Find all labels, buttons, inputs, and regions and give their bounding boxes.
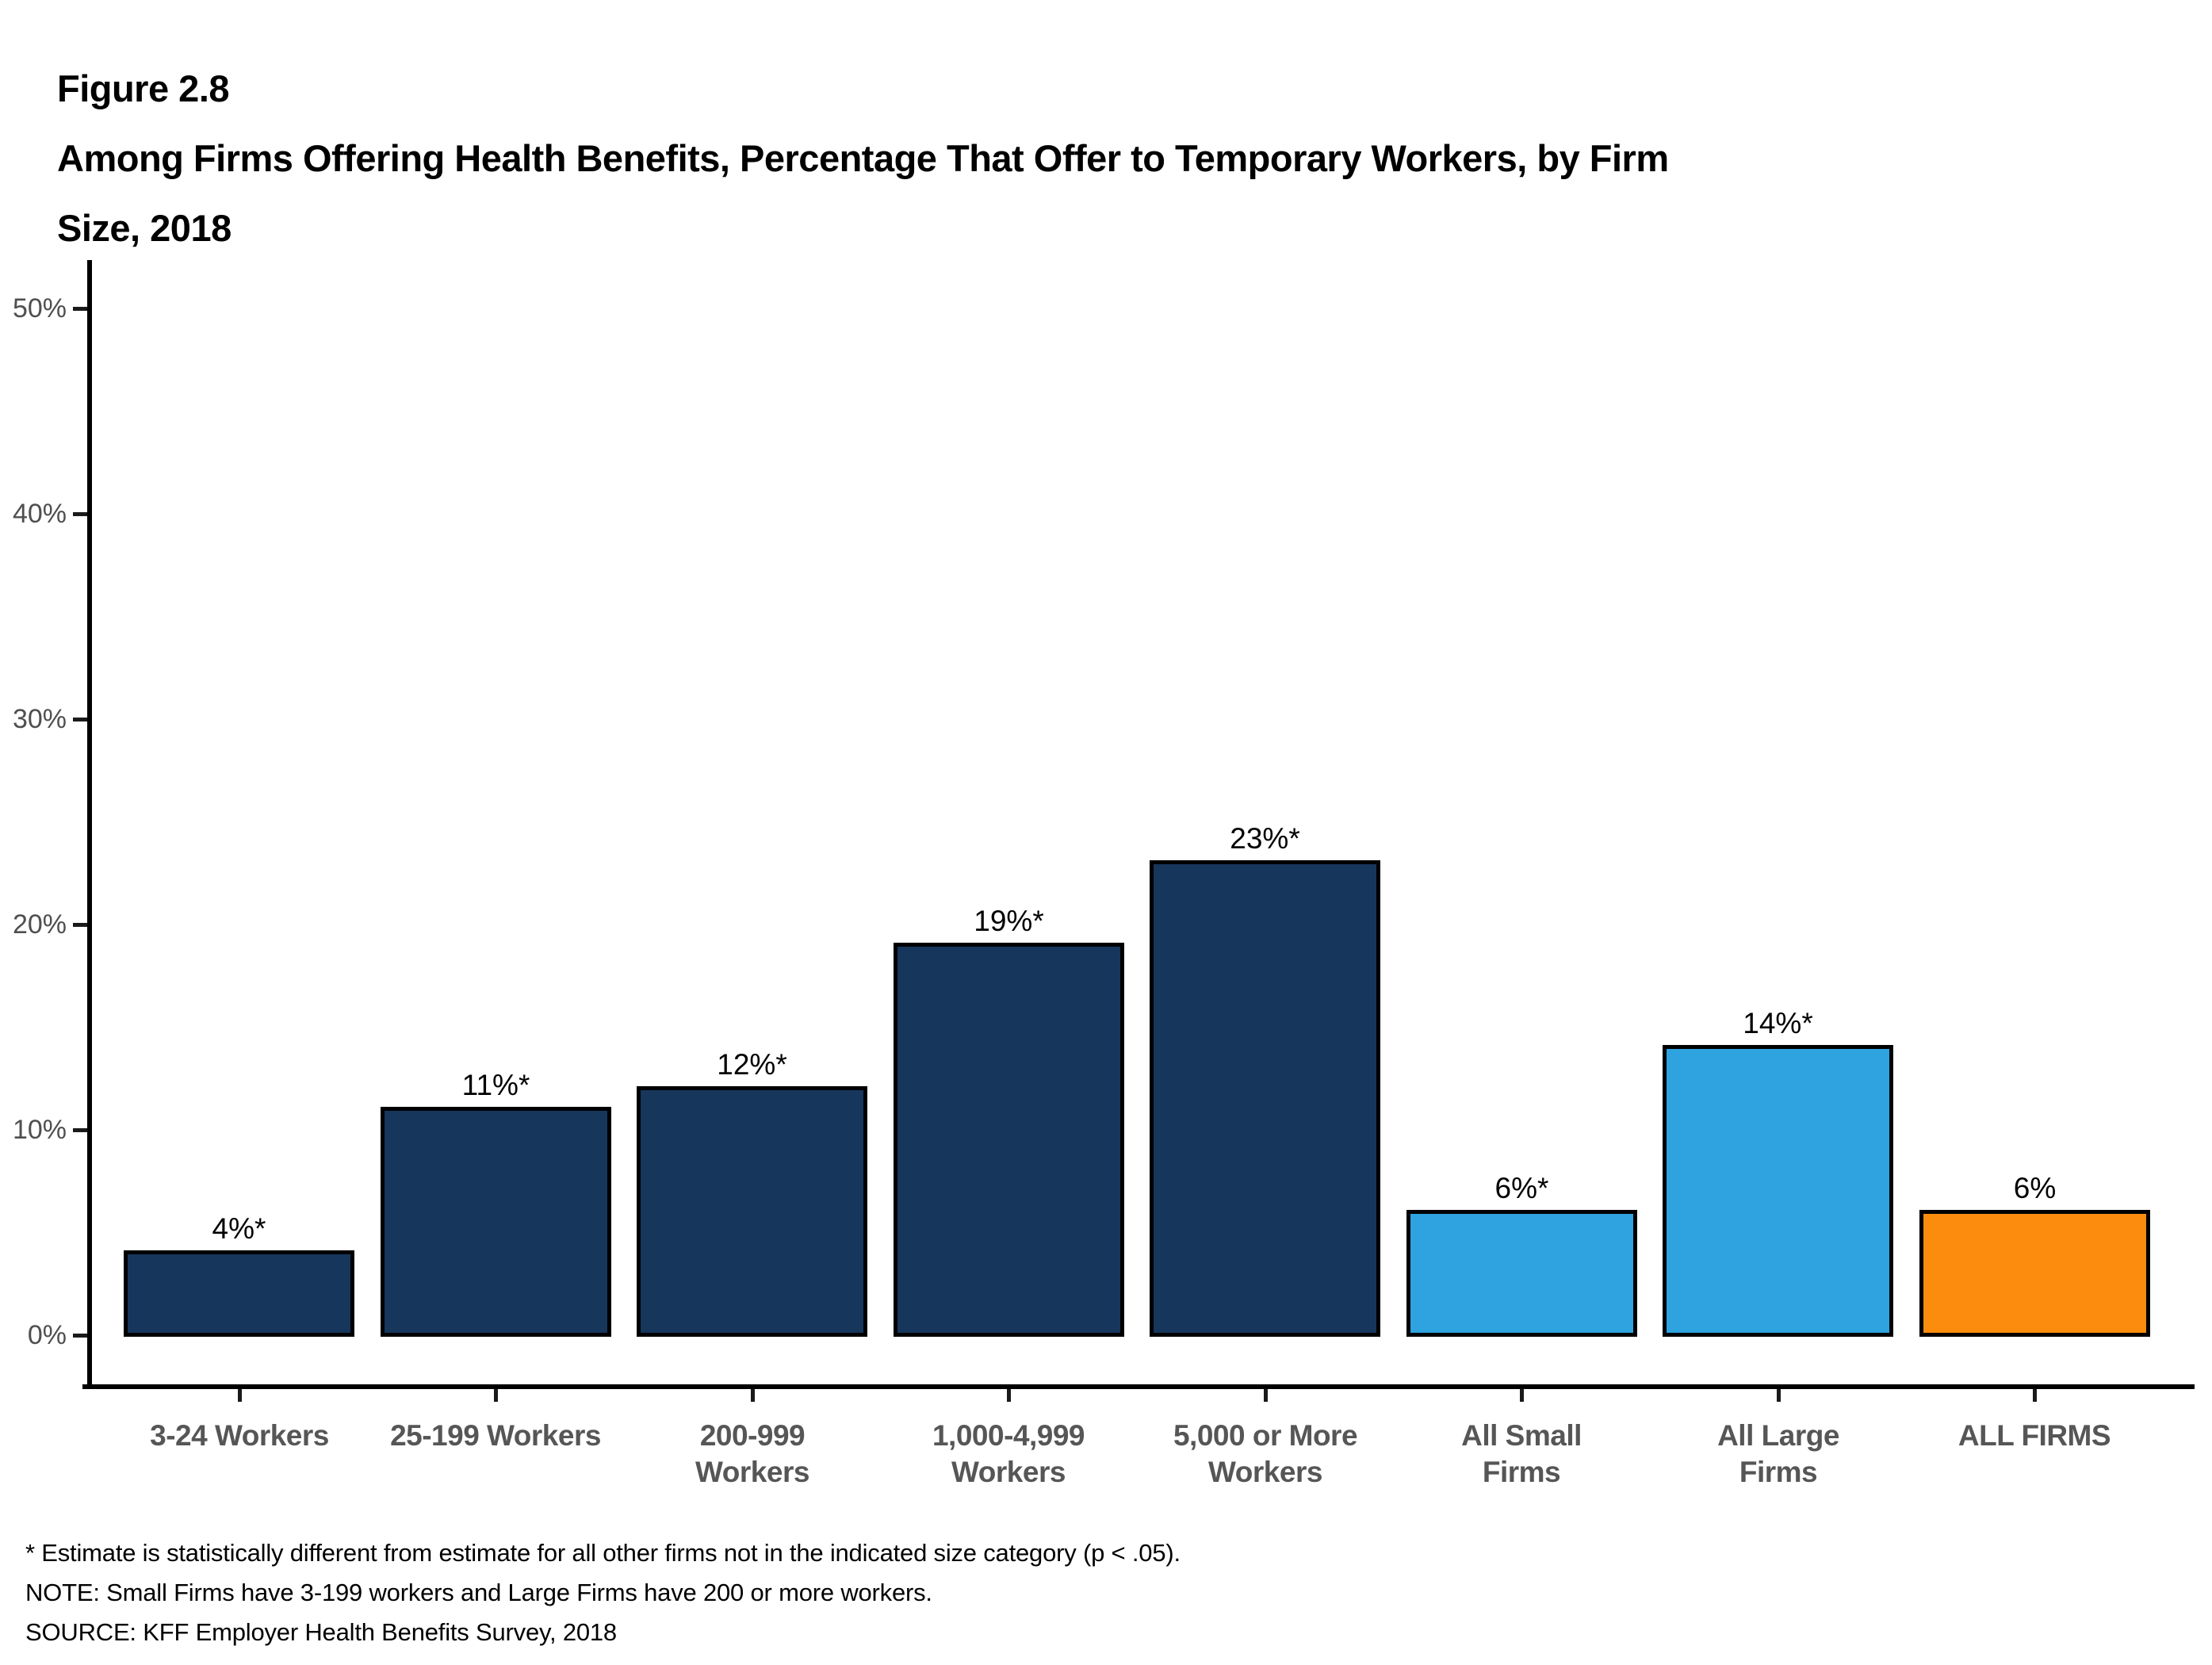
bar-value-label: 11%*	[461, 1069, 530, 1101]
x-tick-mark	[1520, 1389, 1524, 1402]
x-tick-mark	[1777, 1389, 1781, 1402]
y-tick-label: 50%	[12, 293, 67, 323]
x-tick-mark	[751, 1389, 755, 1402]
y-tick-mark	[73, 1334, 87, 1338]
bar-value-label: 6%*	[1494, 1172, 1549, 1204]
bar	[1406, 1210, 1637, 1337]
y-tick-mark	[73, 1128, 87, 1132]
bar-value-label: 6%	[2013, 1172, 2057, 1204]
y-tick-mark	[73, 923, 87, 927]
bar-value-label: 14%*	[1743, 1007, 1813, 1039]
figure-title-block: Figure 2.8 Among Firms Offering Health B…	[57, 54, 2158, 263]
x-tick-mark	[494, 1389, 498, 1402]
x-category-label: 25-199 Workers	[390, 1419, 601, 1452]
x-tick-mark	[1264, 1389, 1268, 1402]
x-tick-mark	[238, 1389, 242, 1402]
x-axis-line	[82, 1384, 2195, 1389]
y-tick-label: 20%	[12, 909, 67, 940]
y-tick-label: 0%	[27, 1320, 67, 1350]
bar	[1150, 860, 1380, 1337]
footnotes: * Estimate is statistically different fr…	[25, 1533, 2166, 1652]
x-category-label: 200-999 Workers	[695, 1419, 809, 1488]
footnote-note: NOTE: Small Firms have 3-199 workers and…	[25, 1579, 932, 1606]
x-category-label: All Large Firms	[1717, 1419, 1839, 1488]
bar	[381, 1107, 611, 1337]
x-tick-mark	[2033, 1389, 2037, 1402]
y-tick-label: 10%	[12, 1115, 67, 1145]
y-axis-line	[87, 260, 92, 1389]
figure-label: Figure 2.8	[57, 67, 230, 109]
y-tick-label: 30%	[12, 704, 67, 734]
bar	[1919, 1210, 2150, 1337]
bar-value-label: 12%*	[717, 1048, 787, 1081]
bar	[1663, 1045, 1893, 1337]
footnote-asterisk: * Estimate is statistically different fr…	[25, 1539, 1181, 1567]
y-tick-mark	[73, 307, 87, 311]
bar	[124, 1250, 354, 1337]
x-category-label: 5,000 or More Workers	[1173, 1419, 1358, 1488]
bar	[894, 943, 1124, 1337]
x-tick-mark	[1007, 1389, 1011, 1402]
bar-value-label: 19%*	[974, 905, 1044, 937]
figure-title-line-1: Among Firms Offering Health Benefits, Pe…	[57, 137, 1669, 179]
footnote-source: SOURCE: KFF Employer Health Benefits Sur…	[25, 1618, 617, 1646]
x-category-label: ALL FIRMS	[1958, 1419, 2111, 1452]
x-category-label: 3-24 Workers	[150, 1419, 329, 1452]
y-tick-mark	[73, 512, 87, 516]
bar-value-label: 4%*	[212, 1212, 266, 1245]
y-tick-mark	[73, 718, 87, 722]
x-category-label: 1,000-4,999 Workers	[932, 1419, 1085, 1488]
y-tick-label: 40%	[12, 499, 67, 529]
bar-value-label: 23%*	[1230, 822, 1300, 855]
bar	[637, 1086, 867, 1337]
figure-title-line-2: Size, 2018	[57, 207, 232, 249]
x-category-label: All Small Firms	[1461, 1419, 1582, 1488]
